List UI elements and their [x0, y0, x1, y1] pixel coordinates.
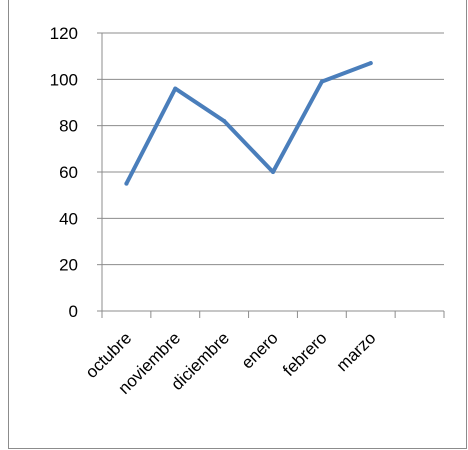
x-tick-label-enero: enero — [238, 328, 282, 372]
chart-frame — [8, 0, 467, 449]
data-point-enero — [271, 170, 275, 174]
y-tick-label-60: 60 — [59, 163, 78, 182]
y-tick-label-40: 40 — [59, 209, 78, 228]
data-point-diciembre — [222, 119, 227, 124]
data-point-octubre — [124, 181, 129, 186]
series-line-0 — [124, 61, 373, 186]
data-point-febrero — [319, 79, 324, 84]
y-tick-label-80: 80 — [59, 117, 78, 136]
gridlines — [102, 32, 444, 266]
x-tick-label-febrero: febrero — [279, 328, 331, 380]
y-tick-label-20: 20 — [59, 256, 78, 275]
data-point-noviembre — [173, 86, 178, 91]
y-tick-label-0: 0 — [69, 302, 78, 321]
y-tick-label-100: 100 — [50, 70, 78, 89]
series-layer — [124, 61, 373, 186]
y-tick-label-120: 120 — [50, 24, 78, 43]
data-point-marzo — [368, 61, 373, 66]
y-axis: 0 20 40 60 80 100 120 — [50, 24, 103, 321]
x-tick-label-marzo: marzo — [333, 328, 380, 375]
